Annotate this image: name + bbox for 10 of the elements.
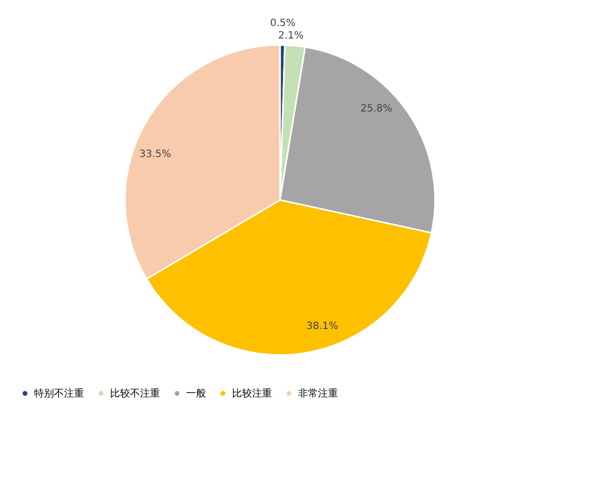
data-label: 33.5% xyxy=(139,148,172,160)
data-label: 0.5% xyxy=(270,18,296,30)
legend-label: 特别不注重 xyxy=(34,387,84,400)
legend-label: 非常注重 xyxy=(298,387,338,400)
legend-label: 一般 xyxy=(186,388,206,400)
legend-label: 比较不注重 xyxy=(110,387,160,400)
data-label: 38.1% xyxy=(306,321,338,332)
data-label: 2.1% xyxy=(278,30,304,42)
legend-label: 比较注重 xyxy=(232,387,272,400)
data-label: 25.8% xyxy=(360,103,392,114)
